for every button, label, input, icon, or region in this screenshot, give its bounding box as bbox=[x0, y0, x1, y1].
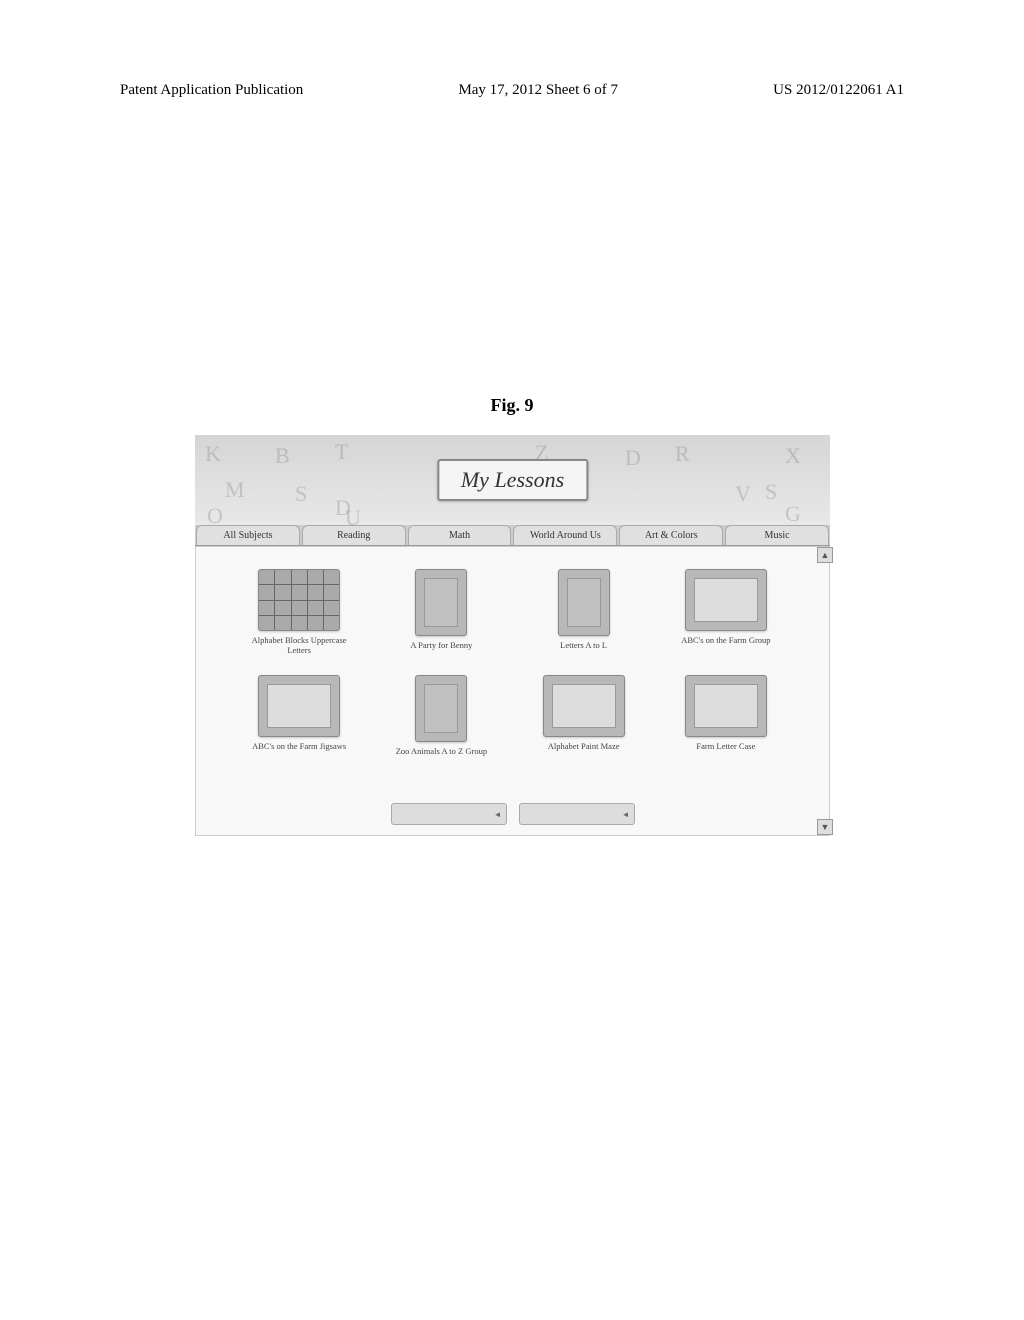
prev-button[interactable]: ◄ bbox=[391, 803, 507, 825]
bg-letter: G bbox=[785, 501, 801, 525]
header-right: US 2012/0122061 A1 bbox=[773, 82, 904, 99]
screenshot: KBTZDRXMSDVSOUG My Lessons All SubjectsR… bbox=[195, 435, 830, 865]
lesson-thumbnail[interactable] bbox=[258, 675, 340, 737]
tab[interactable]: Art & Colors bbox=[619, 525, 723, 545]
lesson-item: ABC's on the Farm Jigsaws bbox=[238, 675, 360, 756]
lesson-thumbnail[interactable] bbox=[543, 675, 625, 737]
lesson-label: A Party for Benny bbox=[410, 640, 472, 650]
bottom-buttons: ◄ ◄ bbox=[196, 803, 829, 825]
bg-letter: D bbox=[625, 445, 641, 471]
lesson-item: Alphabet Blocks Uppercase Letters bbox=[238, 569, 360, 655]
lesson-thumbnail[interactable] bbox=[685, 675, 767, 737]
bg-letter: R bbox=[675, 441, 690, 467]
bg-letter: O bbox=[207, 503, 223, 525]
lesson-item: Alphabet Paint Maze bbox=[523, 675, 645, 756]
lesson-thumbnail[interactable] bbox=[415, 675, 467, 742]
header-center: May 17, 2012 Sheet 6 of 7 bbox=[458, 82, 618, 99]
content-area: ▲ Alphabet Blocks Uppercase Letters A Par… bbox=[195, 546, 830, 836]
bg-letter: S bbox=[765, 479, 777, 505]
lesson-label: Letters A to L bbox=[560, 640, 607, 650]
tab[interactable]: All Subjects bbox=[196, 525, 300, 545]
lesson-item: Letters A to L bbox=[523, 569, 645, 655]
tab[interactable]: Math bbox=[408, 525, 512, 545]
lesson-item: A Party for Benny bbox=[380, 569, 502, 655]
lesson-label: ABC's on the Farm Jigsaws bbox=[252, 741, 346, 751]
bg-letter: B bbox=[275, 443, 290, 469]
lesson-label: Farm Letter Case bbox=[696, 741, 755, 751]
lesson-label: Zoo Animals A to Z Group bbox=[396, 746, 487, 756]
tab[interactable]: World Around Us bbox=[513, 525, 617, 545]
header-left: Patent Application Publication bbox=[120, 82, 303, 99]
figure-label: Fig. 9 bbox=[0, 395, 1024, 416]
sky-header: KBTZDRXMSDVSOUG My Lessons bbox=[195, 435, 830, 525]
bg-letter: X bbox=[785, 443, 801, 469]
lesson-thumbnail[interactable] bbox=[258, 569, 340, 631]
bg-letter: M bbox=[225, 477, 245, 503]
lessons-grid: Alphabet Blocks Uppercase Letters A Party… bbox=[208, 559, 817, 767]
lesson-label: ABC's on the Farm Group bbox=[681, 635, 770, 645]
lesson-label: Alphabet Paint Maze bbox=[548, 741, 620, 751]
tab[interactable]: Reading bbox=[302, 525, 406, 545]
lesson-thumbnail[interactable] bbox=[685, 569, 767, 631]
next-button[interactable]: ◄ bbox=[519, 803, 635, 825]
page-header: Patent Application Publication May 17, 2… bbox=[120, 82, 904, 99]
tabs: All SubjectsReadingMathWorld Around UsAr… bbox=[195, 525, 830, 546]
my-lessons-sign: My Lessons bbox=[437, 459, 588, 501]
bg-letter: S bbox=[295, 481, 307, 507]
bg-letter: K bbox=[205, 441, 221, 467]
tab[interactable]: Music bbox=[725, 525, 829, 545]
lesson-thumbnail[interactable] bbox=[415, 569, 467, 636]
lesson-item: Farm Letter Case bbox=[665, 675, 787, 756]
lesson-thumbnail[interactable] bbox=[558, 569, 610, 636]
lesson-label: Alphabet Blocks Uppercase Letters bbox=[249, 635, 349, 655]
scroll-up[interactable]: ▲ bbox=[817, 547, 833, 563]
scroll-down[interactable]: ▼ bbox=[817, 819, 833, 835]
lesson-item: Zoo Animals A to Z Group bbox=[380, 675, 502, 756]
bg-letter: U bbox=[345, 505, 361, 525]
lesson-item: ABC's on the Farm Group bbox=[665, 569, 787, 655]
bg-letter: V bbox=[735, 481, 751, 507]
bg-letter: T bbox=[335, 439, 348, 465]
